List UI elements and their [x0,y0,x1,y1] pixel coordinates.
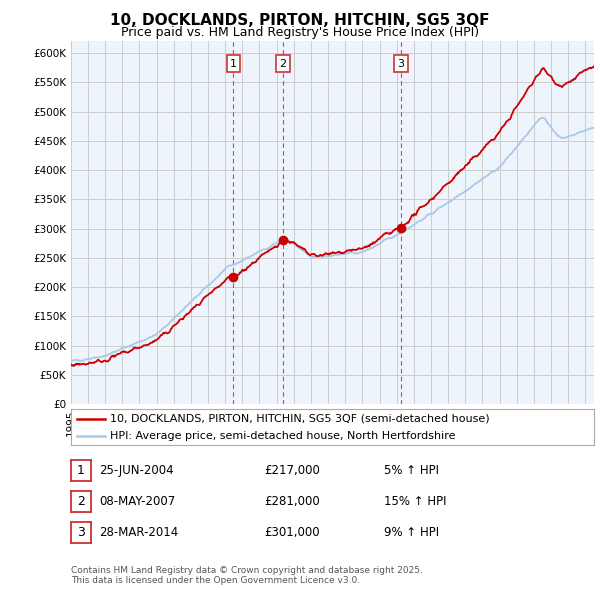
Text: Contains HM Land Registry data © Crown copyright and database right 2025.
This d: Contains HM Land Registry data © Crown c… [71,566,422,585]
Text: £281,000: £281,000 [264,495,320,508]
Text: £217,000: £217,000 [264,464,320,477]
Text: 3: 3 [397,58,404,68]
Text: 10, DOCKLANDS, PIRTON, HITCHIN, SG5 3QF: 10, DOCKLANDS, PIRTON, HITCHIN, SG5 3QF [110,13,490,28]
Text: 2: 2 [77,495,85,508]
Text: 3: 3 [77,526,85,539]
Text: Price paid vs. HM Land Registry's House Price Index (HPI): Price paid vs. HM Land Registry's House … [121,26,479,39]
Text: 15% ↑ HPI: 15% ↑ HPI [384,495,446,508]
Text: 08-MAY-2007: 08-MAY-2007 [100,495,176,508]
Text: 2: 2 [279,58,286,68]
Text: 1: 1 [77,464,85,477]
Text: 10, DOCKLANDS, PIRTON, HITCHIN, SG5 3QF (semi-detached house): 10, DOCKLANDS, PIRTON, HITCHIN, SG5 3QF … [110,414,490,424]
Text: 28-MAR-2014: 28-MAR-2014 [100,526,179,539]
Text: HPI: Average price, semi-detached house, North Hertfordshire: HPI: Average price, semi-detached house,… [110,431,455,441]
Text: 1: 1 [230,58,237,68]
Text: 25-JUN-2004: 25-JUN-2004 [100,464,174,477]
Text: £301,000: £301,000 [264,526,320,539]
Text: 5% ↑ HPI: 5% ↑ HPI [384,464,439,477]
Text: 9% ↑ HPI: 9% ↑ HPI [384,526,439,539]
